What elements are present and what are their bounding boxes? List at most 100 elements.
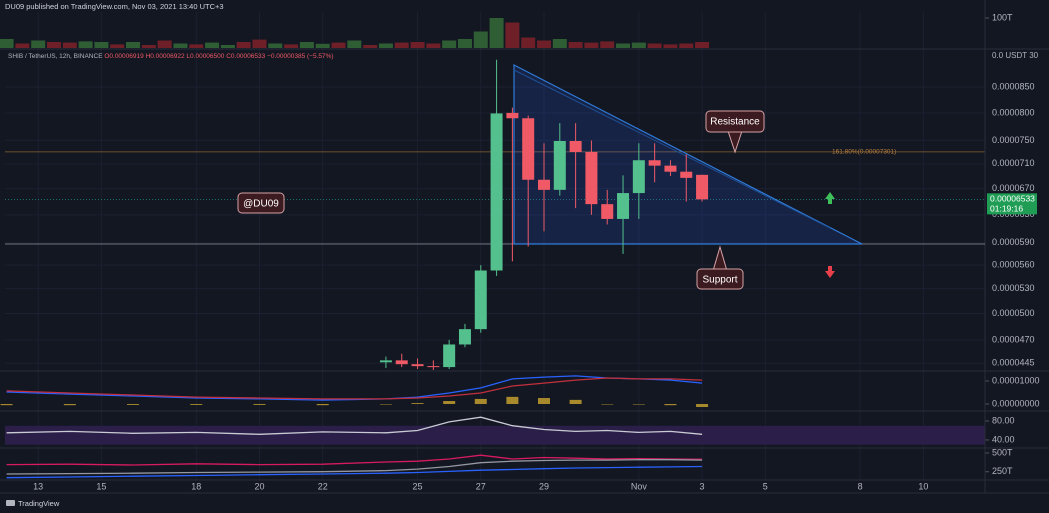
volume-bar (173, 43, 188, 48)
panel-separators (0, 0, 1049, 494)
logo-mark (6, 500, 15, 506)
histogram-bar (538, 398, 550, 405)
histogram-bar (0, 404, 13, 406)
ohlc-value: L0.00006500 (186, 53, 224, 60)
volume-bar (489, 18, 504, 48)
ohlc-change: −0.00000385 (−5.57%) (267, 53, 334, 60)
volume-bar (584, 42, 599, 48)
y-tick-label: 40.00 (992, 434, 1015, 444)
volume-bar (189, 44, 204, 48)
x-tick-label: 15 (96, 481, 106, 491)
trend-line (513, 69, 831, 229)
histogram-bar (506, 396, 519, 405)
logo: TradingView (6, 499, 60, 508)
x-tick-label: 8 (858, 481, 863, 491)
support-callout: Support (696, 245, 744, 290)
candle-body (506, 112, 519, 119)
series-line (6, 377, 703, 400)
volume-bar (378, 43, 393, 48)
y-tick-label: 0.0000445 (992, 358, 1035, 368)
symbol-legend: SHIB / TetherUS, 12h, BINANCE O0.0000691… (8, 53, 334, 60)
histogram-bar (632, 404, 645, 405)
resistance-callout: Resistance (705, 110, 765, 154)
candle-body (427, 366, 440, 368)
volume-bar (15, 43, 30, 48)
volume-bar (426, 43, 441, 48)
histogram-bar (379, 404, 392, 405)
up-arrow (825, 192, 835, 204)
ohlc-value: H0.00006922 (146, 53, 185, 60)
histogram-bar (316, 404, 329, 406)
x-tick-label: 18 (191, 481, 201, 491)
callout-box (696, 268, 744, 290)
histogram-bar (63, 404, 76, 406)
x-tick-label: 3 (700, 481, 705, 491)
symbol-title: SHIB / TetherUS, 12h, BINANCE (8, 53, 103, 60)
volume-bar (0, 39, 14, 48)
candle-body (632, 160, 645, 194)
volume-bar (220, 45, 235, 48)
histogram-bar (411, 403, 424, 405)
volume-bar (552, 39, 567, 48)
volume-bar (236, 42, 251, 48)
x-tick-label: 13 (33, 481, 43, 491)
marks (0, 18, 710, 479)
volume-bar (268, 43, 283, 48)
candle-body (474, 270, 487, 330)
volume-bar (647, 43, 662, 48)
y-tick-label: 0.0000470 (992, 334, 1035, 344)
ohlc-value: O0.00006919 (104, 53, 144, 60)
rsi-band (5, 425, 985, 445)
volume-bar (442, 40, 457, 48)
volume-bar (94, 42, 109, 48)
last-price-tag (987, 193, 1037, 215)
countdown: 01:19:16 (990, 204, 1023, 214)
histogram-bar (664, 404, 677, 406)
y-tick-label: 0.0000670 (992, 183, 1035, 193)
volume-bar (600, 41, 615, 48)
x-tick-label: 10 (918, 481, 928, 491)
volume-bar (537, 40, 551, 48)
y-tick-label: 0.0000710 (992, 158, 1035, 168)
author-tag: @DU09 (237, 192, 285, 214)
candle-body (490, 113, 503, 271)
y-tick-label: 0.0000500 (992, 308, 1035, 318)
volume-bar (457, 39, 472, 48)
candle-body (443, 344, 456, 368)
y-tick-label: 0.0000800 (992, 107, 1035, 117)
candle-body (522, 118, 535, 180)
y-tick-label: 100T (992, 12, 1013, 22)
y-tick-label: 0.0000590 (992, 237, 1035, 247)
candle-body (569, 141, 582, 152)
x-tick-label: 29 (539, 481, 549, 491)
volume-bar (394, 42, 409, 48)
y-tick-label: 0.00000000 (992, 398, 1040, 408)
x-tick-label: Nov (631, 481, 648, 491)
volume-bar (631, 42, 646, 48)
annotation: Support (702, 275, 737, 286)
volume-bar (410, 42, 425, 48)
volume-bar (331, 42, 346, 48)
volume-bar (695, 42, 710, 48)
candle-body (680, 171, 693, 178)
x-tick-label: 20 (254, 481, 264, 491)
series-line (6, 465, 703, 479)
volume-bar (616, 43, 631, 48)
histogram-bar (601, 404, 614, 405)
candle-body (553, 141, 566, 190)
candle-body (411, 364, 424, 367)
y-tick-label: 500T (992, 447, 1013, 457)
ohlc-value: C0.00006533 (226, 53, 265, 60)
callout-box (705, 110, 765, 133)
volume-bar (110, 44, 125, 48)
volume-bar (663, 44, 678, 48)
histogram-bar (443, 401, 456, 405)
candle-body (538, 179, 550, 190)
volume-bar (284, 44, 299, 48)
histogram-bar (253, 404, 266, 405)
volume-bar (363, 45, 378, 48)
triangle-pattern (513, 64, 863, 245)
candle-body (379, 360, 392, 363)
volume-bar (252, 39, 267, 48)
